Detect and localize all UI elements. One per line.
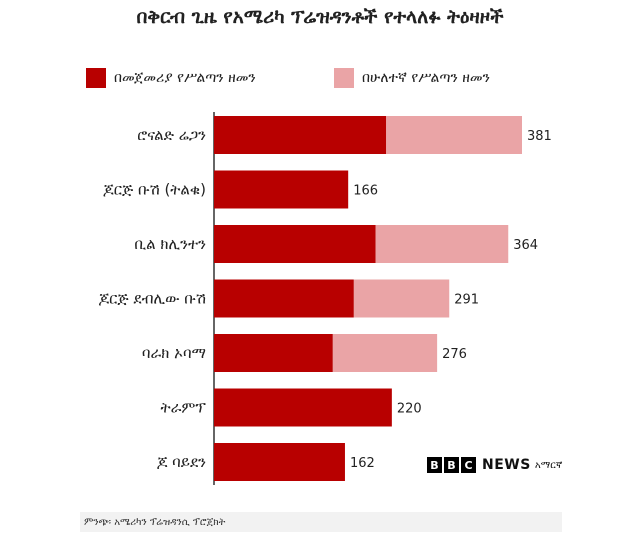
category-label-5: ትራምፕ <box>161 399 207 417</box>
bar-second-term-4 <box>332 334 438 372</box>
category-label-1: ጆርጅ ቡሽ (ትልቁ) <box>103 181 206 199</box>
bar-first-term-1 <box>214 170 349 209</box>
bar-first-term-0 <box>214 116 387 154</box>
bbc-letter-b2: B <box>444 457 459 473</box>
total-label-4: 276 <box>442 347 467 362</box>
chart-title: በቅርብ ጊዜ የአሜሪካ ፕሬዝዳንቶች የተላለፉ ትዕዛዞች <box>136 6 504 28</box>
bar-second-term-0 <box>386 116 522 154</box>
source-note: ምንጭ፡ አሜሪካን ፕሬዝዳንሲ ፕሮጀክት <box>80 512 562 532</box>
bbc-news-logo: B B C NEWS አማርኛ <box>427 456 562 474</box>
category-label-0: ሮናልድ ሬጋን <box>137 126 206 144</box>
bar-first-term-2 <box>214 225 376 263</box>
total-label-1: 166 <box>353 184 378 199</box>
logo-language: አማርኛ <box>534 459 563 471</box>
bbc-letter-c: C <box>461 457 476 473</box>
bbc-letter-b1: B <box>427 457 442 473</box>
legend-swatch-second-term <box>334 68 354 88</box>
bar-first-term-5 <box>214 388 392 427</box>
legend: በመጀመሪያ የሥልጣን ዘመን በሁለተኛ የሥልጣን ዘመን <box>86 66 556 90</box>
category-label-6: ጆ ባይደን <box>157 453 207 471</box>
bar-first-term-3 <box>214 279 354 318</box>
legend-item-first-term: በመጀመሪያ የሥልጣን ዘመን <box>86 66 256 90</box>
category-label-2: ቢል ክሊንተን <box>134 235 206 253</box>
total-label-0: 381 <box>527 129 552 144</box>
category-label-4: ባራክ ኦባማ <box>142 344 206 362</box>
legend-label-second-term: በሁለተኛ የሥልጣን ዘመን <box>362 70 490 86</box>
total-label-3: 291 <box>454 293 479 308</box>
bar-first-term-4 <box>214 334 333 372</box>
bar-first-term-6 <box>214 443 345 481</box>
total-label-5: 220 <box>397 402 422 417</box>
logo-news-word: NEWS <box>482 457 531 473</box>
legend-swatch-first-term <box>86 68 106 88</box>
bar-second-term-3 <box>353 279 450 318</box>
category-label-3: ጆርጅ ደብሊው ቡሽ <box>98 290 206 308</box>
legend-label-first-term: በመጀመሪያ የሥልጣን ዘመን <box>114 70 256 86</box>
bar-second-term-2 <box>375 225 509 263</box>
total-label-2: 364 <box>513 238 538 253</box>
total-label-6: 162 <box>350 456 375 471</box>
legend-item-second-term: በሁለተኛ የሥልጣን ዘመን <box>334 66 490 90</box>
